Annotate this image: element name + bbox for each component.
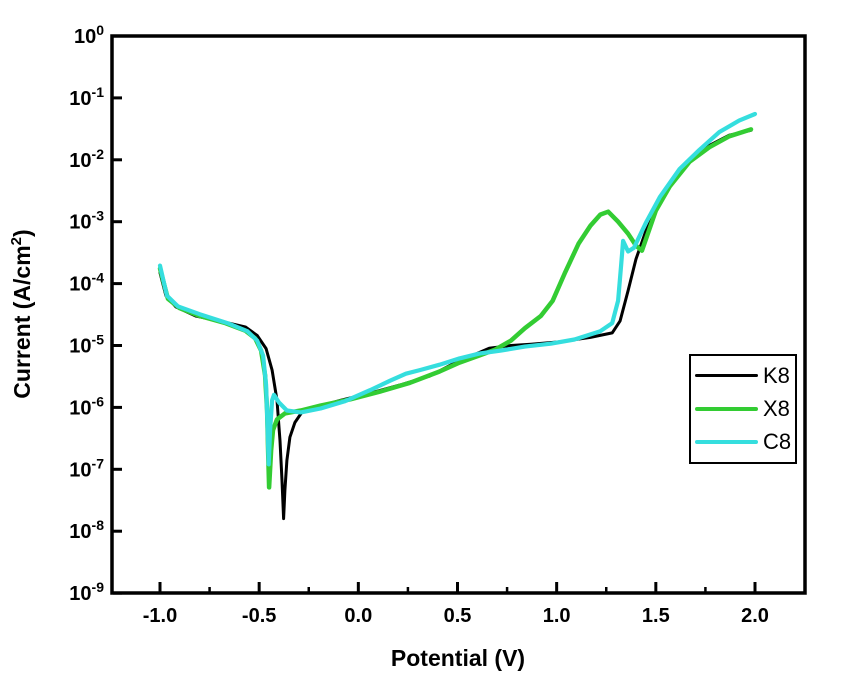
plot-frame <box>110 34 807 595</box>
y-tick-label: 10-2 <box>69 146 104 172</box>
y-tick-label: 10-3 <box>69 208 104 234</box>
x-tick-label: 2.0 <box>741 605 769 627</box>
x-tick-label: 1.0 <box>543 605 571 627</box>
legend-label-X8: X8 <box>763 395 790 421</box>
legend-item-K8: K8 <box>695 362 791 388</box>
x-tick-label: 1.5 <box>642 605 670 627</box>
curve-C8 <box>157 111 758 467</box>
tick-labels-group: -1.0 -0.5 0.0 0.5 1.0 1.5 2.0 100 10-1 10-2 10-3 10… <box>69 22 769 627</box>
curves-group <box>157 111 758 521</box>
y-tick-label: 10-9 <box>69 579 104 605</box>
curve-X8 <box>157 127 754 490</box>
y-tick-label: 10-1 <box>69 84 104 110</box>
legend-item-X8: X8 <box>695 395 791 421</box>
legend-label-C8: C8 <box>763 429 792 455</box>
legend-label-K8: K8 <box>763 362 790 388</box>
x-tick-label: -1.0 <box>143 605 177 627</box>
y-tick-label: 10-4 <box>69 270 104 296</box>
ticks-group <box>113 34 757 595</box>
y-axis-title: Current (A/cm2) <box>8 229 35 398</box>
legend-line-sample-K8 <box>695 374 758 378</box>
x-axis-title: Potential (V) <box>391 645 525 671</box>
y-tick-label: 10-6 <box>69 393 104 419</box>
legend-item-C8: C8 <box>695 431 791 453</box>
x-tick-label: 0.5 <box>444 605 472 627</box>
y-tick-label: 10-8 <box>69 517 104 543</box>
legend-line-sample-C8 <box>695 440 758 445</box>
x-tick-label: -0.5 <box>242 605 276 627</box>
legend-line-sample-X8 <box>695 406 758 411</box>
y-tick-label: 10-5 <box>69 332 104 358</box>
y-tick-label: 10-7 <box>69 455 104 481</box>
legend: K8 X8 C8 <box>689 354 797 464</box>
curve-K8 <box>158 128 753 521</box>
plot-frame-group <box>110 34 807 595</box>
y-tick-label: 100 <box>74 22 104 48</box>
x-tick-label: 0.0 <box>344 605 372 627</box>
